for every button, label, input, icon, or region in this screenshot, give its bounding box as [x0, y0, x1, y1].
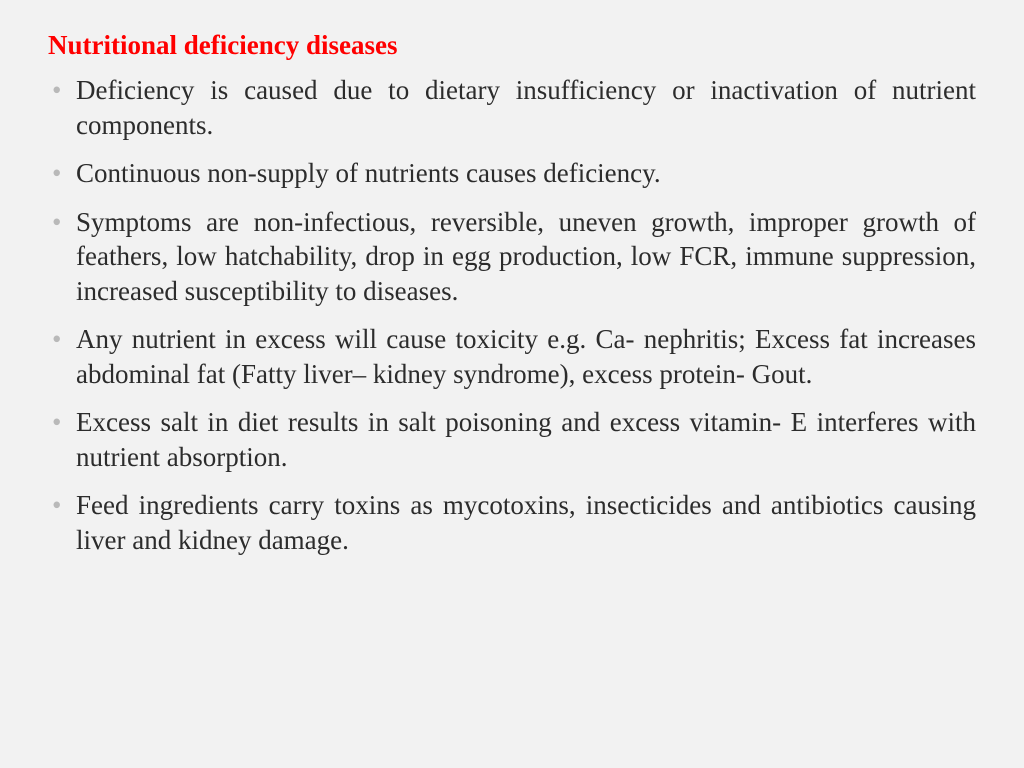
slide-title: Nutritional deficiency diseases — [48, 30, 976, 61]
list-item: Feed ingredients carry toxins as mycotox… — [48, 488, 976, 557]
bullet-list: Deficiency is caused due to dietary insu… — [48, 73, 976, 558]
list-item: Deficiency is caused due to dietary insu… — [48, 73, 976, 142]
list-item: Continuous non-supply of nutrients cause… — [48, 156, 976, 191]
list-item: Symptoms are non-infectious, reversible,… — [48, 205, 976, 309]
list-item: Any nutrient in excess will cause toxici… — [48, 322, 976, 391]
list-item: Excess salt in diet results in salt pois… — [48, 405, 976, 474]
